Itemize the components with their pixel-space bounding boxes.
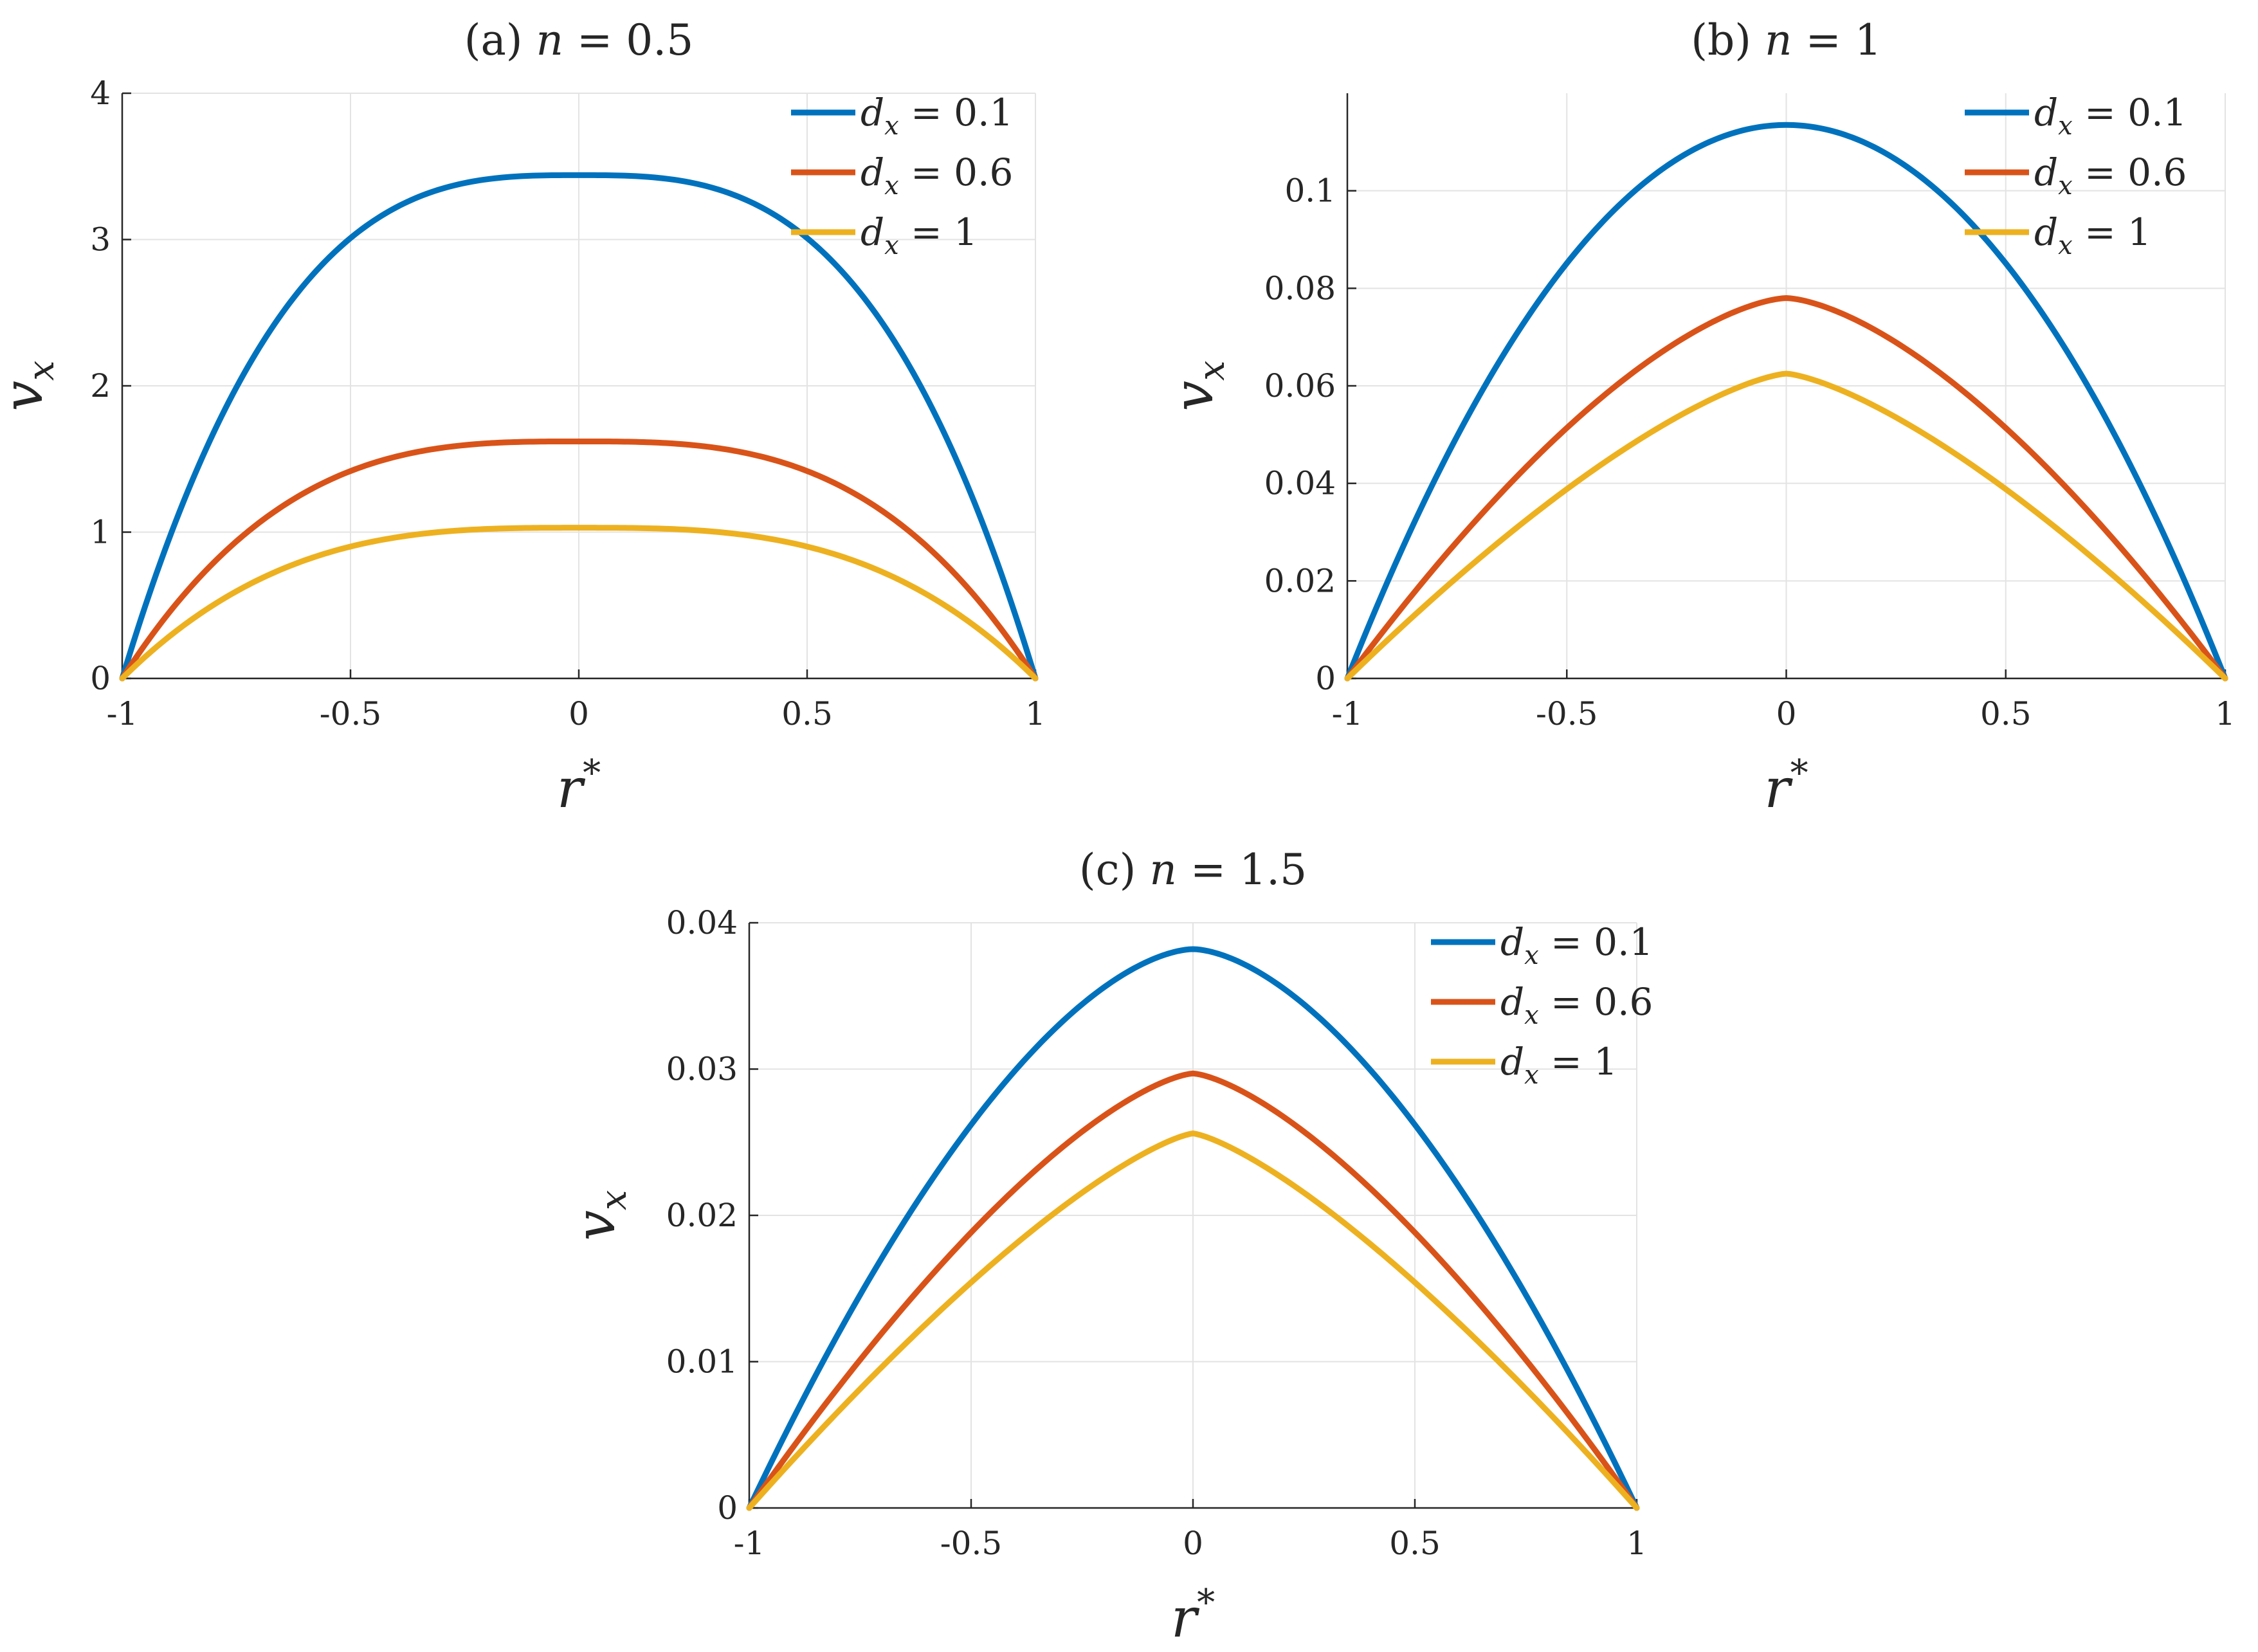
y-tick-label: 0 bbox=[717, 1489, 738, 1527]
series-line-2 bbox=[746, 1070, 1640, 1511]
y-tick-label: 0.08 bbox=[1264, 269, 1336, 307]
panel-title: (c) n = 1.5 bbox=[1079, 845, 1307, 894]
y-tick-label: 0.02 bbox=[666, 1197, 738, 1234]
y-tick-label: 1 bbox=[90, 514, 111, 551]
panel-title: (a) n = 0.5 bbox=[464, 15, 694, 65]
legend-label-2: dx = 0.6 bbox=[2034, 150, 2187, 201]
chart-panel-a: -1 -0.5 0 0.5 1 0 1 2 3 4 (a) n = 0.5 r* vx dx = 0.1 d… bbox=[0, 15, 1046, 820]
y-tick-label: 0.06 bbox=[1264, 367, 1336, 404]
y-tick-label: 3 bbox=[90, 221, 111, 259]
legend-label-1: dx = 0.1 bbox=[1500, 920, 1653, 970]
y-tick-label: 4 bbox=[90, 75, 111, 112]
series-line-2 bbox=[119, 438, 1039, 682]
y-axis-label: vx bbox=[0, 360, 62, 411]
series-line-1 bbox=[119, 172, 1039, 682]
x-tick-label: -0.5 bbox=[320, 695, 381, 732]
legend-label-1: dx = 0.1 bbox=[860, 91, 1013, 141]
legend-label-2: dx = 0.6 bbox=[860, 150, 1013, 201]
chart-panel-c: -1 -0.5 0 0.5 1 0 0.01 0.02 0.03 0.04 (c) n = 1.5 r… bbox=[564, 845, 1653, 1649]
series-line-3 bbox=[119, 525, 1039, 682]
series-line-2 bbox=[1344, 295, 2228, 682]
y-tick-label: 0.04 bbox=[666, 904, 738, 941]
y-tick-label: 0 bbox=[90, 660, 111, 697]
series-line-3 bbox=[746, 1130, 1640, 1511]
y-tick-label: 0.02 bbox=[1264, 562, 1336, 599]
x-tick-label: 0.5 bbox=[1389, 1525, 1441, 1562]
x-tick-label: 0 bbox=[1183, 1525, 1203, 1562]
x-axis-label: r* bbox=[1171, 1582, 1215, 1649]
y-tick-label: 0.03 bbox=[666, 1051, 738, 1088]
chart-panel-b: -1 -0.5 0 0.5 1 0 0.02 0.04 0.06 0.08 0.1 (b) n = 1… bbox=[1162, 15, 2235, 820]
legend-label-2: dx = 0.6 bbox=[1500, 980, 1653, 1030]
legend-label-3: dx = 1 bbox=[2034, 210, 2151, 260]
x-tick-label: 0.5 bbox=[1980, 695, 2032, 732]
x-tick-label: 0.5 bbox=[781, 695, 833, 732]
x-tick-label: 1 bbox=[1626, 1525, 1647, 1562]
y-tick-label: 0 bbox=[1315, 660, 1336, 697]
series-line-1 bbox=[1344, 122, 2228, 682]
legend-label-1: dx = 0.1 bbox=[2034, 91, 2187, 141]
x-tick-label: -1 bbox=[734, 1525, 765, 1562]
x-tick-label: -0.5 bbox=[940, 1525, 1002, 1562]
legend-label-3: dx = 1 bbox=[860, 210, 978, 260]
series-line-1 bbox=[746, 946, 1640, 1511]
x-tick-label: -0.5 bbox=[1536, 695, 1598, 732]
panel-title: (b) n = 1 bbox=[1691, 15, 1882, 65]
x-axis-label: r* bbox=[1764, 752, 1808, 820]
legend-label-3: dx = 1 bbox=[1500, 1040, 1617, 1090]
x-tick-label: 1 bbox=[1025, 695, 1046, 732]
x-tick-label: -1 bbox=[1332, 695, 1363, 732]
x-tick-label: 1 bbox=[2215, 695, 2235, 732]
x-axis-label: r* bbox=[557, 752, 601, 820]
y-tick-label: 0.1 bbox=[1284, 172, 1336, 210]
x-tick-label: 0 bbox=[1776, 695, 1797, 732]
x-tick-label: 0 bbox=[569, 695, 589, 732]
x-tick-label: -1 bbox=[107, 695, 138, 732]
series-line-3 bbox=[1344, 370, 2228, 682]
y-tick-label: 0.01 bbox=[666, 1343, 738, 1381]
y-tick-label: 0.04 bbox=[1264, 465, 1336, 502]
y-axis-label: vx bbox=[564, 1190, 635, 1240]
y-tick-label: 2 bbox=[90, 367, 111, 404]
y-axis-label: vx bbox=[1162, 360, 1233, 411]
